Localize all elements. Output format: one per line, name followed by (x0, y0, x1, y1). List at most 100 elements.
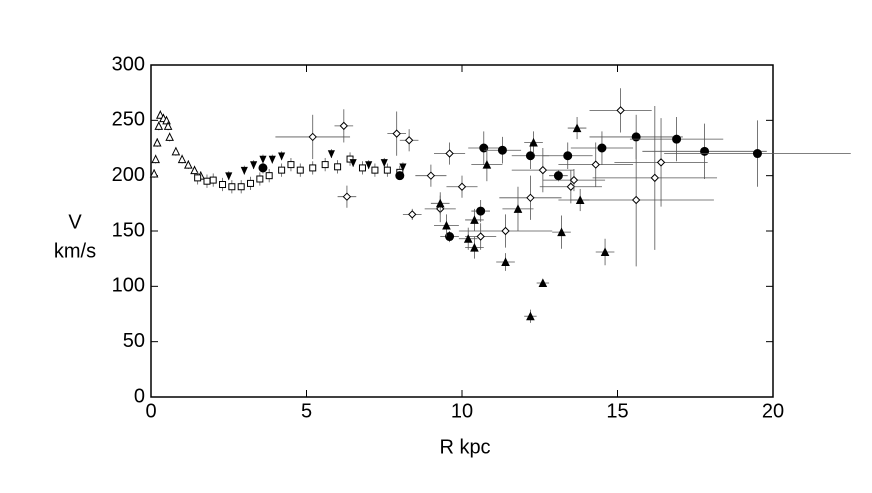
data-point (404, 136, 414, 145)
data-point (308, 132, 317, 142)
data-point (526, 311, 535, 321)
data-point (358, 164, 366, 172)
data-point (597, 143, 607, 153)
data-point (392, 129, 401, 138)
data-point (566, 182, 576, 191)
data-point (342, 192, 352, 201)
data-point (383, 166, 391, 174)
data-point (591, 160, 600, 169)
data-point (672, 134, 682, 144)
data-point (371, 166, 379, 174)
data-point (171, 146, 181, 156)
x-axis-label: R kpc (439, 436, 490, 458)
data-point (501, 257, 510, 266)
data-point (457, 182, 467, 191)
data-point (240, 166, 248, 175)
data-point (278, 166, 286, 174)
data-point (752, 149, 762, 159)
data-point (563, 151, 573, 161)
y-tick-label: 0 (134, 385, 145, 407)
data-point (529, 137, 538, 147)
data-point (250, 161, 258, 170)
data-point (321, 161, 329, 169)
data-point (151, 154, 160, 164)
data-point (476, 206, 486, 216)
data-point (349, 159, 357, 168)
data-point (334, 163, 342, 171)
data-point (526, 193, 535, 203)
data-point (165, 132, 174, 141)
x-tick-label: 0 (145, 400, 156, 422)
y-axis-unit: km/s (54, 240, 96, 262)
y-tick-label: 200 (112, 164, 145, 186)
data-point (225, 172, 233, 181)
data-point (268, 155, 276, 164)
data-point (497, 145, 507, 155)
data-point (154, 121, 164, 130)
data-point (237, 183, 245, 191)
data-point (339, 121, 349, 131)
x-tick-label: 20 (762, 400, 784, 422)
x-tick-label: 15 (606, 400, 628, 422)
data-point (470, 242, 479, 252)
data-point (575, 195, 585, 205)
data-point (287, 161, 295, 169)
data-point (513, 204, 523, 213)
data-point (476, 232, 485, 241)
data-point (553, 171, 563, 181)
data-point (631, 132, 641, 142)
data-point (538, 278, 548, 288)
data-point (380, 159, 388, 168)
data-point (265, 172, 273, 180)
data-point (209, 176, 217, 184)
data-point (256, 175, 264, 183)
data-point (395, 171, 405, 181)
data-point (656, 158, 666, 167)
y-tick-label: 250 (112, 109, 145, 131)
data-point (482, 159, 492, 169)
x-tick-label: 10 (451, 400, 473, 422)
data-point (445, 149, 454, 158)
data-point (184, 159, 193, 169)
data-point (650, 173, 660, 183)
data-point (152, 137, 162, 147)
data-point (278, 152, 286, 161)
data-point (258, 163, 268, 173)
data-point (219, 181, 227, 189)
data-point (228, 183, 236, 191)
y-tick-label: 100 (112, 275, 145, 297)
y-tick-label: 50 (123, 330, 145, 352)
data-point (442, 220, 451, 230)
data-point (177, 154, 187, 164)
data-point (408, 210, 417, 219)
y-tick-label: 300 (112, 53, 145, 75)
data-point (616, 106, 625, 115)
data-point (435, 198, 445, 208)
data-point (190, 165, 199, 175)
y-axis-label: V (68, 211, 82, 233)
data-point (557, 227, 566, 237)
data-point (501, 226, 510, 236)
data-point (525, 151, 535, 161)
data-point (327, 150, 335, 159)
data-point (600, 247, 610, 257)
data-point (194, 174, 202, 182)
data-point (700, 146, 710, 156)
data-point (538, 165, 548, 175)
x-tick-label: 5 (301, 400, 312, 422)
data-point (296, 166, 304, 174)
data-point (247, 179, 255, 187)
data-point (365, 161, 373, 170)
data-point (259, 155, 267, 164)
data-point (445, 232, 455, 242)
data-point (426, 171, 436, 180)
data-point (399, 163, 407, 172)
y-tick-label: 150 (112, 219, 145, 241)
data-point (203, 177, 211, 185)
data-point (163, 121, 173, 130)
data-point (149, 168, 159, 178)
data-point (470, 215, 479, 224)
data-point (569, 175, 579, 185)
data-point (572, 123, 582, 133)
